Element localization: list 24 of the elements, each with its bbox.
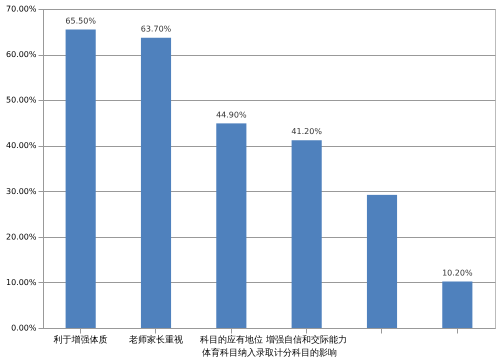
x-axis-title: 体育科目纳入录取计分科目的影响 bbox=[202, 348, 337, 358]
data-label: 63.70% bbox=[140, 24, 172, 34]
x-tick-label: 老师家长重视 bbox=[129, 334, 183, 346]
x-tick-label: 科目的应有地位 bbox=[200, 334, 263, 346]
y-tick-label: 70.00% bbox=[6, 4, 37, 14]
y-tick-label: 60.00% bbox=[6, 50, 37, 60]
x-tick-label: 利于增强体质 bbox=[54, 334, 108, 346]
bar bbox=[140, 38, 172, 328]
y-tick-label: 10.00% bbox=[6, 278, 37, 287]
y-tick-label: 40.00% bbox=[6, 141, 37, 150]
data-label: 41.20% bbox=[291, 127, 322, 136]
bar bbox=[442, 282, 472, 328]
data-label: 44.90% bbox=[216, 110, 247, 120]
y-tick-label: 50.00% bbox=[6, 96, 37, 105]
x-tick-label: 增强自信和交际能力 bbox=[265, 334, 348, 346]
bar bbox=[216, 123, 246, 328]
bar bbox=[292, 140, 322, 328]
bar bbox=[66, 30, 96, 328]
y-tick-label: 30.00% bbox=[6, 186, 37, 196]
bar bbox=[366, 194, 398, 328]
y-tick-label: 0.00% bbox=[11, 324, 37, 332]
y-tick-label: 20.00% bbox=[6, 232, 37, 242]
data-label: 65.50% bbox=[65, 16, 96, 26]
data-label: 10.20% bbox=[442, 268, 473, 278]
